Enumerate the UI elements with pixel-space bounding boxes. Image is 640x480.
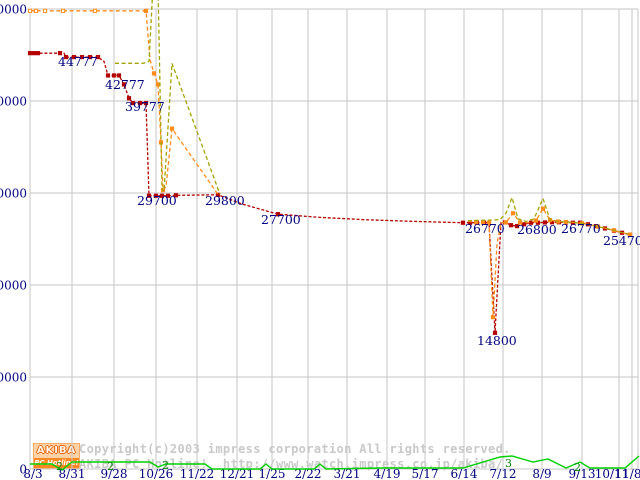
svg-text:2/22: 2/22 <box>295 467 322 480</box>
data-point-marker-red <box>126 96 132 101</box>
svg-text:11/8: 11/8 <box>615 467 640 480</box>
shop-count-line <box>30 455 640 471</box>
data-point-marker-orange <box>169 126 175 131</box>
svg-text:29800: 29800 <box>205 193 245 208</box>
data-point-marker-red <box>27 51 33 56</box>
data-point-marker-red <box>275 212 281 217</box>
svg-text:2: 2 <box>574 461 581 474</box>
data-point-marker-red <box>165 193 171 198</box>
data-point-marker-red <box>508 223 514 228</box>
data-point-marker-orange <box>486 220 492 225</box>
svg-text:0: 0 <box>19 463 27 477</box>
svg-text:42777: 42777 <box>105 77 145 92</box>
data-point-marker-red <box>35 51 41 56</box>
data-point-marker-red <box>143 100 149 106</box>
data-point-marker-orange <box>627 232 633 237</box>
data-point-marker-red <box>87 54 93 60</box>
data-point-marker-red <box>79 54 85 60</box>
svg-text:12/21: 12/21 <box>220 467 255 480</box>
data-point-marker-orange <box>155 82 161 87</box>
svg-text:30000: 30000 <box>0 187 27 201</box>
svg-text:5/17: 5/17 <box>412 467 439 480</box>
logo-pc-hotline-text: PC Hotline! <box>34 458 79 468</box>
data-point-marker-red <box>146 193 152 198</box>
data-point-marker-red <box>521 222 527 227</box>
svg-text:25470: 25470 <box>603 233 640 248</box>
data-point-marker-red <box>31 51 37 56</box>
data-point-marker-orange <box>517 220 523 225</box>
svg-text:2: 2 <box>107 460 114 473</box>
data-point-marker-red <box>105 73 111 78</box>
svg-text:10000: 10000 <box>0 371 27 385</box>
y-axis-labels: 0 10000 20000 30000 40000 50000 <box>0 3 27 477</box>
data-point-marker-orange <box>92 8 98 13</box>
svg-text:10/26: 10/26 <box>139 467 174 480</box>
svg-text:6/14: 6/14 <box>451 467 478 480</box>
data-point-marker-red <box>542 220 548 225</box>
data-point-marker-red <box>63 54 69 60</box>
x-axis-labels: 8/3 8/31 9/28 10/26 11/22 12/21 1/25 2/22 3/21 4/… <box>23 467 640 480</box>
svg-text:8/31: 8/31 <box>59 467 86 480</box>
data-point-marker-red <box>130 100 136 106</box>
svg-text:9/13: 9/13 <box>569 467 596 480</box>
data-point-marker-orange <box>143 8 149 13</box>
svg-text:7/12: 7/12 <box>490 467 517 480</box>
data-point-marker-orange <box>490 315 496 320</box>
data-point-marker-red <box>159 193 165 198</box>
data-point-marker-orange <box>42 8 48 13</box>
series-olive <box>115 0 629 235</box>
data-point-marker-red <box>121 82 127 87</box>
data-point-marker-red <box>460 220 466 225</box>
data-point-marker-red <box>137 100 143 106</box>
svg-text:14800: 14800 <box>477 333 517 348</box>
data-point-marker-orange <box>503 220 509 225</box>
svg-text:4/19: 4/19 <box>374 467 401 480</box>
svg-text:3: 3 <box>505 457 512 470</box>
svg-text:44777: 44777 <box>58 54 98 69</box>
svg-text:29700: 29700 <box>137 193 177 208</box>
svg-text:3/21: 3/21 <box>334 467 361 480</box>
svg-text:1/25: 1/25 <box>259 467 286 480</box>
svg-text:11/22: 11/22 <box>180 467 215 480</box>
data-point-marker-orange <box>27 8 33 13</box>
svg-text:20000: 20000 <box>0 279 27 293</box>
copyright-watermark-line1: Copyright(c)2003 impress corporation All… <box>79 442 511 456</box>
data-point-marker-red <box>173 193 179 198</box>
svg-text:10/11: 10/11 <box>595 467 630 480</box>
data-point-marker-orange <box>60 8 66 13</box>
data-point-marker-orange <box>33 8 39 13</box>
svg-text:2: 2 <box>56 460 63 473</box>
data-point-marker-orange <box>533 218 539 223</box>
svg-text:39777: 39777 <box>125 99 165 114</box>
svg-text:8/9: 8/9 <box>532 467 551 480</box>
svg-text:40000: 40000 <box>0 95 27 109</box>
svg-text:9/28: 9/28 <box>101 467 128 480</box>
data-point-marker-red <box>492 330 498 335</box>
data-point-marker-orange <box>540 206 546 211</box>
data-point-marker-red <box>57 51 63 56</box>
logo-akiba-text: AKIBA <box>34 444 79 458</box>
series-orange <box>27 8 633 320</box>
data-point-marker-orange <box>151 71 157 76</box>
data-point-marker-red <box>116 73 122 78</box>
svg-text:27700: 27700 <box>261 212 301 227</box>
price-value-labels: 44777 42777 39777 29700 29800 27700 26770 26800… <box>58 54 640 348</box>
svg-text:26800: 26800 <box>517 222 557 237</box>
svg-text:26770: 26770 <box>465 221 505 236</box>
data-point-marker-red <box>111 73 117 78</box>
gridlines <box>29 8 639 470</box>
svg-text:26770: 26770 <box>561 221 601 236</box>
shop-count-labels: 2 2 2 3 2 <box>56 457 581 474</box>
data-point-marker-red <box>153 193 159 198</box>
data-point-marker-red <box>71 54 77 60</box>
svg-text:2: 2 <box>162 459 169 472</box>
data-point-marker-red <box>514 224 520 229</box>
svg-text:50000: 50000 <box>0 3 27 17</box>
svg-text:8/3: 8/3 <box>23 467 42 480</box>
data-point-marker-orange <box>510 211 516 216</box>
data-point-marker-red <box>95 54 101 60</box>
data-point-marker-red <box>215 192 221 197</box>
